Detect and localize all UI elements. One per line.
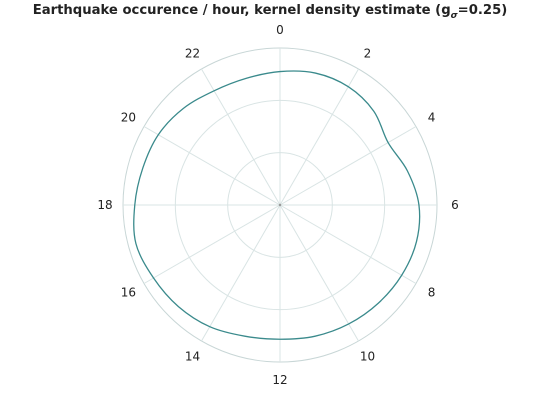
series-layer — [133, 70, 421, 340]
angular-grid-spoke — [279, 204, 359, 342]
angular-grid-spoke — [279, 204, 417, 284]
theta-tick-label: 8 — [428, 286, 436, 300]
theta-tick-label: 12 — [272, 373, 287, 387]
theta-tick-label: 2 — [364, 46, 372, 60]
theta-tick-label: 20 — [121, 111, 136, 125]
theta-tick-label: 22 — [185, 46, 200, 60]
theta-tick-label: 18 — [97, 198, 112, 212]
theta-tick-label: 6 — [451, 198, 459, 212]
theta-tick-label: 16 — [121, 286, 136, 300]
chart-title: Earthquake occurence / hour, kernel dens… — [0, 3, 540, 21]
chart-title-main: Earthquake occurence / hour, kernel dens… — [32, 3, 451, 18]
angular-grid-spoke — [143, 204, 281, 284]
angular-tick-labels: 0 2 4 6 8 10 12 14 16 18 20 22 — [97, 23, 458, 387]
polar-grid — [122, 47, 438, 363]
chart-title-suffix: =0.25) — [457, 3, 508, 18]
angular-grid-spoke — [201, 204, 281, 342]
theta-tick-label: 4 — [428, 111, 436, 125]
angular-grid-spoke — [143, 126, 281, 206]
density-series-line — [133, 70, 421, 340]
chart-title-subscript: σ — [450, 11, 458, 21]
theta-tick-label: 10 — [360, 350, 375, 364]
theta-tick-label: 0 — [276, 23, 284, 37]
angular-grid-spoke — [279, 126, 417, 206]
theta-tick-label: 14 — [185, 350, 200, 364]
angular-grid-spoke — [201, 68, 281, 206]
angular-grid-spoke — [279, 68, 359, 206]
polar-origin — [278, 203, 282, 207]
